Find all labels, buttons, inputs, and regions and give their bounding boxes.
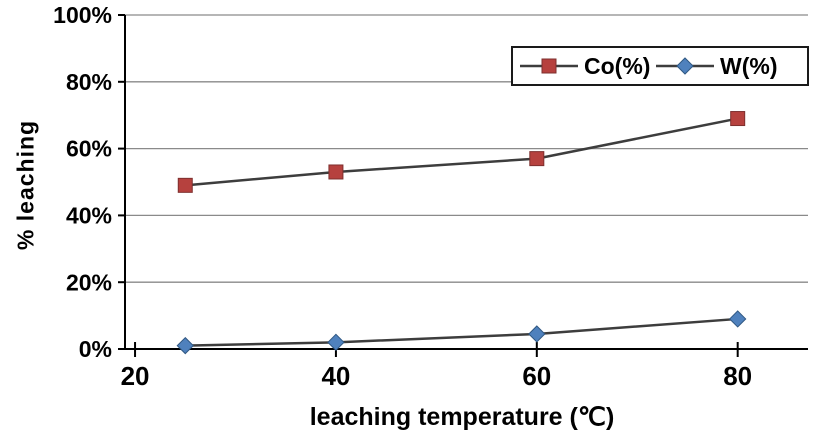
- y-tick-label: 0%: [79, 336, 112, 362]
- x-tick-label: 60: [522, 361, 551, 391]
- series-line-1: [185, 317, 738, 347]
- x-tick-label: 80: [723, 361, 752, 391]
- y-tick-label: 60%: [66, 136, 112, 162]
- data-point-square-icon: [177, 177, 193, 193]
- y-tick-label: 80%: [66, 69, 112, 95]
- data-point-diamond-icon: [176, 336, 194, 355]
- legend-square-icon: [541, 58, 557, 74]
- y-axis-title: % leaching: [12, 119, 39, 251]
- data-point-diamond-icon: [728, 310, 747, 328]
- legend-label: Co(%): [584, 53, 650, 79]
- legend-diamond-icon: [676, 57, 694, 75]
- data-point-square-icon: [529, 151, 545, 167]
- x-tick-label: 20: [121, 361, 150, 391]
- x-axis-title: leaching temperature (℃): [309, 403, 615, 431]
- data-point-square-icon: [328, 164, 344, 180]
- data-point-diamond-icon: [528, 325, 546, 343]
- legend-label: W(%): [720, 53, 777, 79]
- y-tick-label: 100%: [53, 2, 112, 28]
- legend: Co(%) W(%): [511, 46, 809, 86]
- y-tick-label: 40%: [66, 202, 112, 228]
- series-line-0: [185, 117, 738, 187]
- data-point-square-icon: [730, 111, 746, 127]
- y-tick-label: 20%: [66, 269, 112, 295]
- data-point-diamond-icon: [327, 333, 345, 352]
- x-tick-label: 40: [321, 361, 350, 391]
